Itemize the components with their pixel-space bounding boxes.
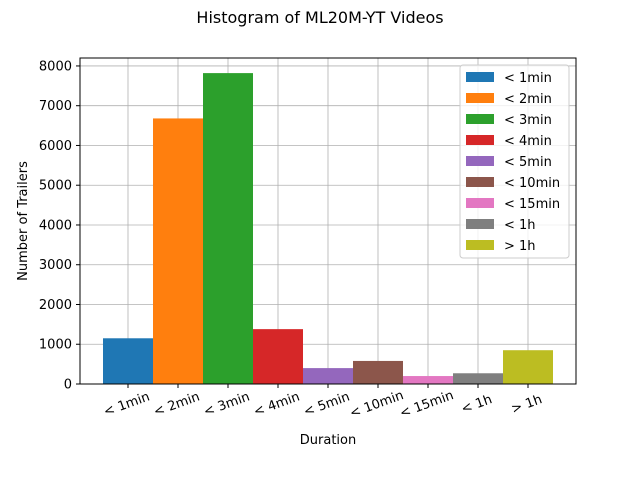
legend: < 1min < 2min < 3min < 4min < 5min < 10min < 1… [459,64,570,259]
legend-swatch [466,135,494,145]
legend-swatch [466,177,494,187]
legend-label: < 1h [504,218,536,233]
x-tick-label: < 10min [348,388,406,421]
y-tick-label: 4000 [39,218,72,233]
legend-swatch [466,114,494,124]
legend-label: < 15min [504,197,560,212]
x-tick-label: < 15min [398,388,456,421]
bar [303,368,353,384]
legend-label: < 4min [504,134,552,149]
bar [103,338,153,384]
x-tick-label: < 3min [202,389,252,419]
y-axis: 0 1000 2000 3000 4000 5000 6000 7000 8000 [39,59,80,393]
legend-frame [459,64,570,259]
y-tick-label: 3000 [39,258,72,273]
legend-label: > 1h [504,239,536,254]
bars [103,73,553,385]
bar [203,73,253,385]
y-tick-label: 7000 [39,99,72,114]
legend-label: < 3min [504,113,552,128]
bar [453,373,503,384]
legend-swatch [466,198,494,208]
y-tick-label: 6000 [39,139,72,154]
y-axis-label: Number of Trailers [16,161,31,281]
bar [353,360,403,384]
bar [503,350,553,384]
bar [403,376,453,384]
legend-swatch [466,219,494,229]
chart-title: Histogram of ML20M-YT Videos [196,8,443,27]
legend-swatch [466,93,494,103]
x-tick-label: < 1min [102,389,152,419]
y-tick-label: 1000 [39,338,72,353]
x-axis-label: Duration [300,433,356,448]
x-tick-label: < 4min [252,389,302,419]
legend-swatch [466,240,494,250]
y-tick-label: 0 [64,378,72,393]
legend-swatch [466,72,494,82]
legend-label: < 10min [504,176,560,191]
x-tick-label: < 1h [459,392,494,417]
y-tick-label: 8000 [39,59,72,74]
legend-label: < 5min [504,155,552,170]
y-tick-label: 5000 [39,179,72,194]
x-tick-label: > 1h [509,392,544,417]
legend-label: < 2min [504,92,552,107]
legend-swatch [466,156,494,166]
x-axis: < 1min < 2min < 3min < 4min < 5min< 10min< 1… [102,384,544,421]
bar [253,329,303,384]
bar [153,118,203,385]
legend-label: < 1min [504,71,552,86]
y-tick-label: 2000 [39,298,72,313]
x-tick-label: < 2min [152,389,202,419]
x-tick-label: < 5min [302,389,352,419]
